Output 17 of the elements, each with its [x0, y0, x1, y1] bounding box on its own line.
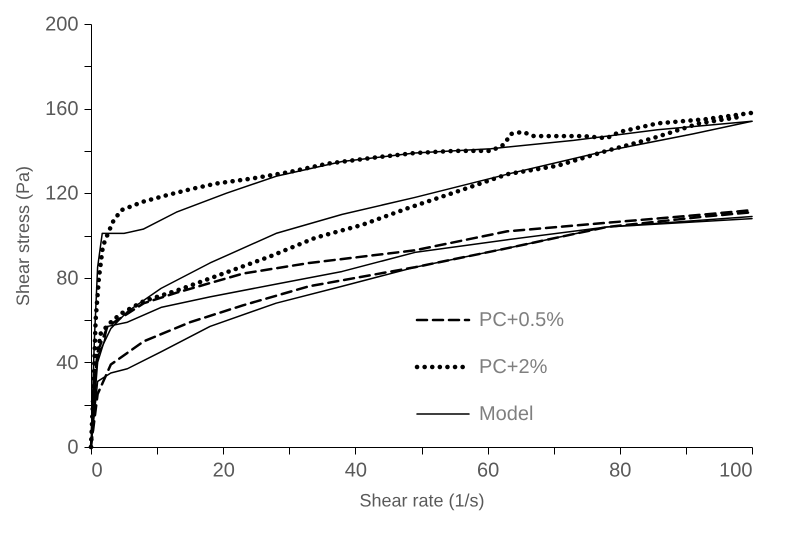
y-tick-label: 40 [56, 352, 78, 374]
legend-label: PC+2% [479, 356, 548, 378]
y-tick-label: 120 [45, 182, 78, 205]
y-tick-label: 80 [56, 267, 78, 290]
y-tick-label: 200 [45, 14, 78, 36]
x-tick-label: 100 [719, 460, 752, 482]
x-tick-label: 0 [92, 460, 103, 482]
legend-label: PC+0.5% [479, 309, 564, 331]
legend-label: Model [479, 403, 534, 425]
y-tick-label: 0 [67, 436, 78, 458]
y-tick-label: 160 [45, 98, 78, 120]
y-axis-title: Shear stress (Pa) [13, 166, 34, 306]
x-tick-label: 40 [344, 460, 368, 482]
x-tick-label: 60 [476, 460, 500, 482]
x-tick-label: 20 [212, 460, 235, 482]
x-axis-title: Shear rate (1/s) [359, 490, 485, 510]
x-tick-label: 80 [609, 460, 632, 482]
